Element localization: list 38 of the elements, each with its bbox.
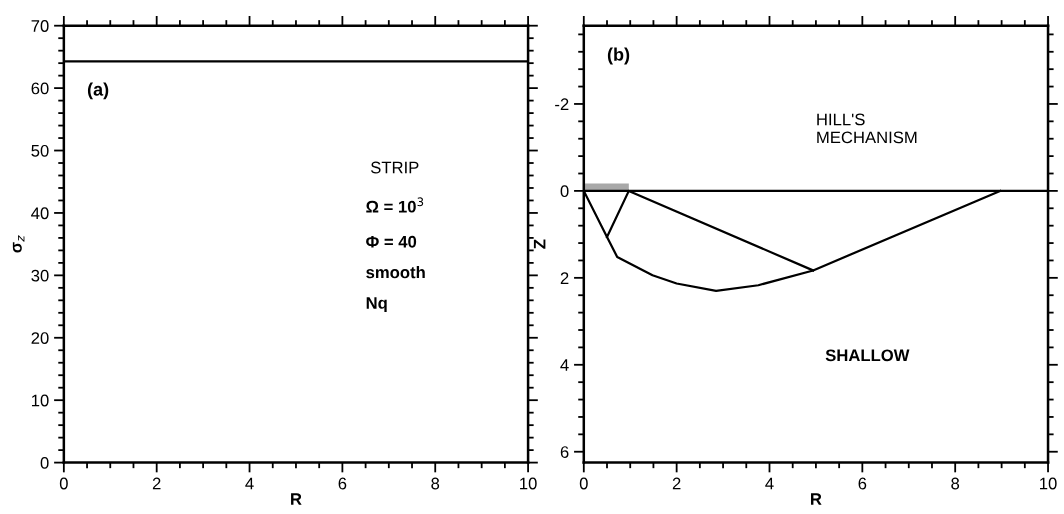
y-axis-title: σ$_{z}$ <box>12 235 25 253</box>
x-axis-title: R <box>291 493 302 505</box>
annotation: Ω = 10$^{3}$ <box>366 197 424 213</box>
y-tick-label: 6 <box>560 446 569 458</box>
y-tick-label: 30 <box>31 269 49 282</box>
y-tick-label: 2 <box>560 272 569 284</box>
y-tick-label: -2 <box>555 98 569 110</box>
x-axis-title: R <box>811 493 822 505</box>
y-tick-label: 40 <box>31 207 49 220</box>
annotation: (b) <box>607 47 630 65</box>
annotation: STRIP <box>371 161 419 174</box>
annotation: smooth <box>366 266 425 279</box>
y-tick-label: 0 <box>40 457 49 469</box>
x-tick-label: 0 <box>59 477 68 490</box>
x-tick-label: 8 <box>951 477 960 490</box>
annotation: SHALLOW <box>825 349 910 362</box>
annotation: Nq <box>366 297 387 313</box>
x-tick-label: 10 <box>1040 477 1057 490</box>
annotation: HILL'S MECHANISM <box>817 113 917 144</box>
y-tick-label: 60 <box>31 82 49 95</box>
x-tick-label: 2 <box>672 477 681 490</box>
annotation: Φ = 40 <box>366 235 417 248</box>
annotation: (a) <box>87 82 109 100</box>
x-tick-label: 2 <box>152 477 161 490</box>
x-tick-label: 8 <box>431 477 440 490</box>
y-axis-title: Z <box>533 239 546 249</box>
x-tick-label: 0 <box>579 477 588 490</box>
y-tick-label: 50 <box>31 144 49 157</box>
y-tick-label: 4 <box>560 359 569 371</box>
x-tick-label: 4 <box>765 477 774 490</box>
y-tick-label: 0 <box>560 185 569 198</box>
x-tick-label: 6 <box>338 477 347 490</box>
x-tick-label: 6 <box>858 477 867 490</box>
y-tick-label: 20 <box>31 332 49 344</box>
x-tick-label: 10 <box>520 477 537 490</box>
x-tick-label: 4 <box>245 477 254 490</box>
y-tick-label: 70 <box>31 20 49 32</box>
y-tick-label: 10 <box>31 394 49 407</box>
